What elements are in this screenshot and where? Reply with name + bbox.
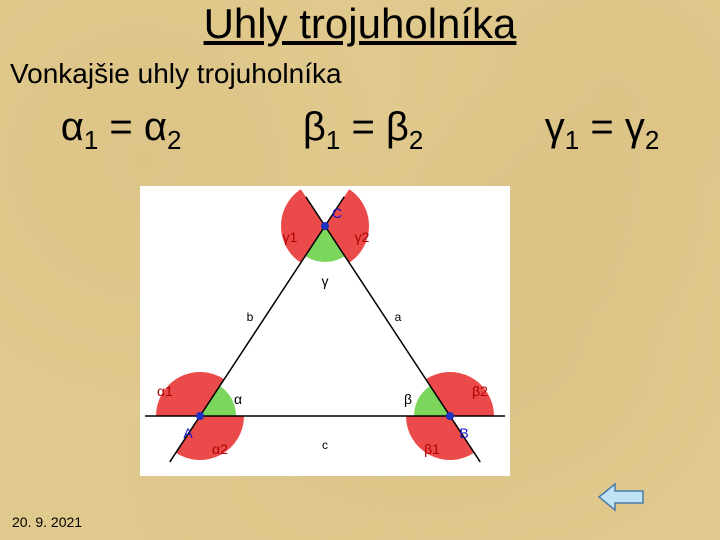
equations-row: α1 = α2 β1 = β2 γ1 = γ2 <box>0 105 720 156</box>
svg-text:β2: β2 <box>472 383 488 399</box>
eq2-s1: 1 <box>326 125 340 155</box>
svg-text:α: α <box>234 391 242 407</box>
eq1-m: = α <box>98 105 167 149</box>
eq3-s1: 1 <box>565 125 579 155</box>
eq3-l: γ <box>545 105 565 149</box>
equation-alpha: α1 = α2 <box>61 105 182 156</box>
page-title: Uhly trojuholníka <box>0 0 720 48</box>
triangle-diagram: A B Ca b c α β γ α1 α2 β1 β2 γ1 γ2 <box>140 186 510 476</box>
slide: Uhly trojuholníka Vonkajšie uhly trojuho… <box>0 0 720 540</box>
eq3-s2: 2 <box>645 125 659 155</box>
svg-text:β: β <box>404 391 412 407</box>
svg-text:γ1: γ1 <box>283 229 298 245</box>
eq1-s2: 2 <box>167 125 181 155</box>
page-subtitle: Vonkajšie uhly trojuholníka <box>10 58 342 90</box>
svg-text:A: A <box>183 425 193 441</box>
svg-text:c: c <box>322 438 328 452</box>
svg-text:γ: γ <box>322 273 329 289</box>
equation-beta: β1 = β2 <box>303 105 424 156</box>
back-arrow-button[interactable] <box>597 482 645 512</box>
eq1-l: α <box>61 105 84 149</box>
svg-text:a: a <box>395 310 402 324</box>
eq1-s1: 1 <box>84 125 98 155</box>
footer-date: 20. 9. 2021 <box>12 514 82 530</box>
eq2-m: = β <box>340 105 409 149</box>
svg-text:α1: α1 <box>157 383 173 399</box>
svg-text:α2: α2 <box>212 441 228 457</box>
svg-text:B: B <box>459 425 468 441</box>
eq2-l: β <box>303 105 326 149</box>
svg-text:C: C <box>332 205 342 221</box>
eq3-m: = γ <box>579 105 645 149</box>
svg-text:β1: β1 <box>424 441 440 457</box>
svg-text:γ2: γ2 <box>355 229 370 245</box>
svg-text:b: b <box>247 310 254 324</box>
equation-gamma: γ1 = γ2 <box>545 105 660 156</box>
eq2-s2: 2 <box>409 125 423 155</box>
